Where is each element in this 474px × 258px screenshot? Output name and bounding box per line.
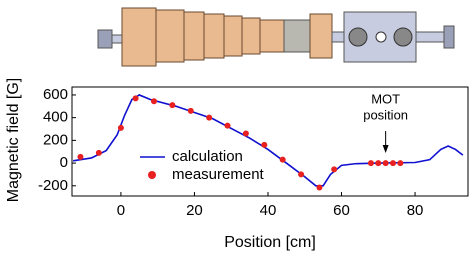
measurement-dot [261, 141, 268, 148]
coil [155, 9, 185, 63]
measurement-dot [77, 153, 84, 160]
measurement-dot [95, 149, 102, 156]
x-tick-label: 0 [117, 202, 125, 219]
measurement-dot [389, 160, 396, 167]
y-tick-label: 400 [43, 109, 68, 126]
measurement-dot [367, 160, 374, 167]
measurement-dot [382, 160, 389, 167]
window [375, 31, 387, 43]
legend-label: measurement [172, 166, 265, 183]
coil [309, 13, 333, 59]
y-tick-label: 600 [43, 86, 68, 103]
pipe [331, 31, 345, 43]
flange [97, 29, 113, 49]
x-tick-label: 40 [260, 202, 277, 219]
annotation: MOT [371, 91, 400, 106]
annotation-arrowhead [382, 145, 389, 153]
measurement-dot [150, 98, 157, 105]
coil [203, 13, 225, 59]
plot-frame [71, 86, 469, 197]
apparatus-drawing [97, 7, 455, 67]
coil [223, 15, 243, 57]
measurement-dot [132, 95, 139, 102]
y-tick-label: 200 [43, 131, 68, 148]
coil [121, 7, 157, 67]
x-tick-label: 80 [407, 202, 424, 219]
legend-label: calculation [172, 148, 243, 165]
measurement-dot [169, 102, 176, 109]
x-tick-label: 60 [333, 202, 350, 219]
measurement-dot [279, 156, 286, 163]
section [283, 19, 311, 53]
coil [259, 19, 285, 53]
x-axis-title: Position [cm] [224, 234, 316, 251]
coil [183, 11, 205, 61]
measurement-dot [331, 166, 338, 173]
pipe [415, 31, 445, 43]
y-axis-title: Magnetic field [G] [5, 78, 22, 203]
measurement-dot [206, 114, 213, 121]
measurement-dot [397, 160, 404, 167]
calculation-line [72, 94, 464, 187]
measurement-dot [375, 160, 382, 167]
annotation: position [363, 107, 408, 122]
window [393, 27, 413, 47]
y-tick-label: -200 [38, 177, 68, 194]
measurement-dot [117, 124, 124, 131]
window [348, 27, 368, 47]
legend-swatch [148, 171, 156, 179]
x-tick-label: 20 [186, 202, 203, 219]
pipe [111, 34, 123, 44]
coil [241, 17, 261, 55]
measurement-dot [224, 122, 231, 129]
measurement-dot [298, 171, 305, 178]
measurement-dot [242, 130, 249, 137]
flange [443, 25, 455, 49]
measurement-dot [187, 107, 194, 114]
measurement-dot [316, 184, 323, 191]
y-tick-label: 0 [60, 154, 68, 171]
